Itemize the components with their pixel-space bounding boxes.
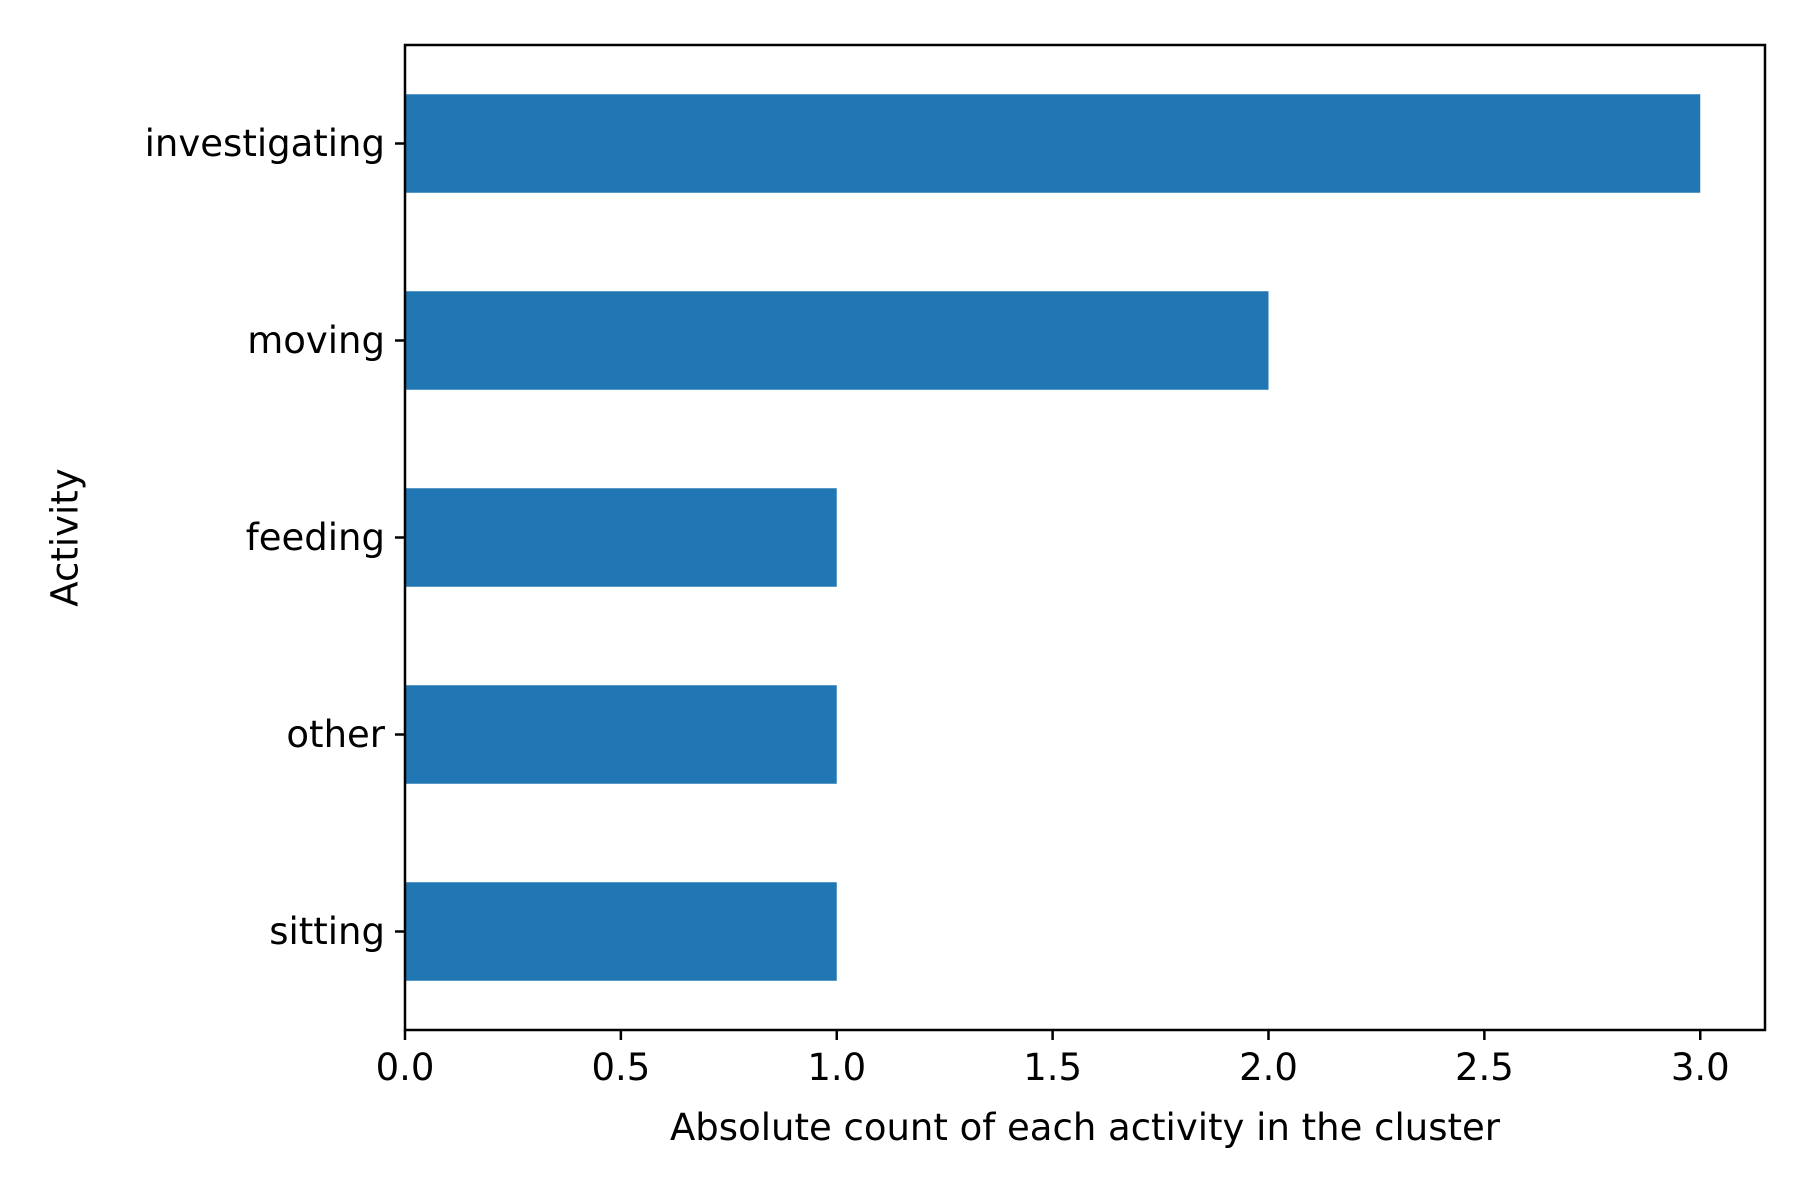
bar-feeding [405, 488, 837, 587]
bar-other [405, 685, 837, 784]
x-tick-label: 1.5 [1023, 1046, 1082, 1089]
x-tick-label: 3.0 [1671, 1046, 1730, 1089]
y-tick-label: investigating [145, 122, 385, 165]
bar-sitting [405, 882, 837, 981]
x-tick-label: 0.0 [376, 1046, 435, 1089]
y-tick-label: moving [247, 319, 385, 362]
x-tick-label: 2.0 [1239, 1046, 1298, 1089]
x-tick-label: 2.5 [1455, 1046, 1514, 1089]
bar-moving [405, 291, 1269, 390]
y-tick-label: other [286, 713, 385, 756]
bar-investigating [405, 94, 1701, 193]
y-axis-label: Activity [44, 468, 87, 606]
y-tick-label: feeding [246, 516, 385, 559]
x-tick-label: 1.0 [807, 1046, 866, 1089]
y-axis-ticks: investigating moving feeding other sitting [145, 122, 405, 953]
bars [405, 94, 1701, 981]
x-axis-ticks: 0.0 0.5 1.0 1.5 2.0 2.5 3.0 [376, 1030, 1730, 1089]
y-tick-label: sitting [269, 910, 385, 953]
x-axis-label: Absolute count of each activity in the c… [670, 1106, 1501, 1149]
x-tick-label: 0.5 [591, 1046, 650, 1089]
